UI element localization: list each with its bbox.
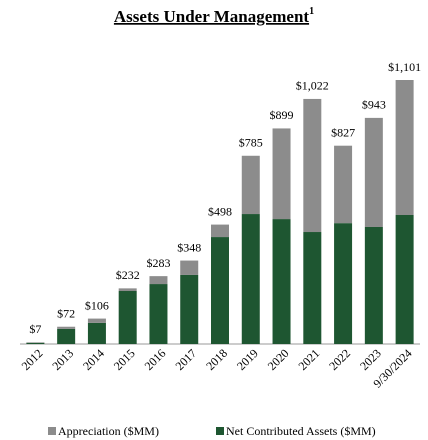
total-label: $899 [270,108,294,122]
bar-segment [241,214,260,344]
x-tick-label: 2022 [326,346,353,373]
bar-segment [118,288,137,292]
total-label: $1,022 [296,79,329,93]
bar-segment [211,237,229,344]
total-label: $7 [29,322,41,336]
bar-segment [334,145,353,224]
bar-segment [26,342,45,344]
bar-segment [180,274,199,344]
total-label: $1,101 [388,60,421,74]
bar-segment [149,284,168,344]
bar-segment [303,98,322,233]
legend-swatch [48,427,56,435]
x-tick-label: 2014 [80,346,107,373]
total-label: $72 [57,306,75,320]
bar-segment [57,326,76,329]
total-label: $348 [177,240,201,254]
bar-segment [395,80,414,215]
legend-swatch [216,427,224,435]
total-label: $283 [146,256,170,270]
bar-segment [180,260,199,275]
x-tick-label: 2013 [49,346,76,373]
x-tick-label: 2016 [142,346,169,373]
total-label: $232 [116,268,140,282]
legend-label: Net Contributed Assets ($MM) [226,424,376,438]
total-label: $498 [208,204,232,218]
x-tick-label: 2017 [172,346,199,373]
x-tick-label: 2023 [357,346,384,373]
bar-segment [303,232,322,344]
x-tick-label: 2012 [19,346,46,373]
bar-segment [395,214,414,344]
x-tick-label: 2021 [296,346,323,373]
legend-label: Appreciation ($MM) [58,424,159,438]
total-label: $106 [85,298,109,312]
title-text: Assets Under Management [114,7,310,26]
title-superscript: 1 [309,6,314,17]
x-tick-label: 2018 [203,346,230,373]
bar-segment [364,226,383,344]
total-label: $785 [239,136,263,150]
bar-segment [87,318,106,323]
bar-segment [211,224,229,238]
bar-segment [87,322,106,344]
bar-segment [241,155,260,215]
total-label: $827 [331,125,355,139]
bar-segment [272,128,291,220]
bar-segment [57,328,76,344]
bar-segment [272,219,291,344]
total-label: $943 [362,98,386,112]
x-tick-label: 2020 [265,346,292,373]
x-tick-label: 2019 [234,346,261,373]
chart-title: Assets Under Management1 [114,6,314,26]
bar-segment [364,117,383,227]
x-tick-label: 2015 [111,346,138,373]
bar-segment [334,223,353,344]
bar-segment [149,276,168,285]
bar-segment [118,291,137,344]
